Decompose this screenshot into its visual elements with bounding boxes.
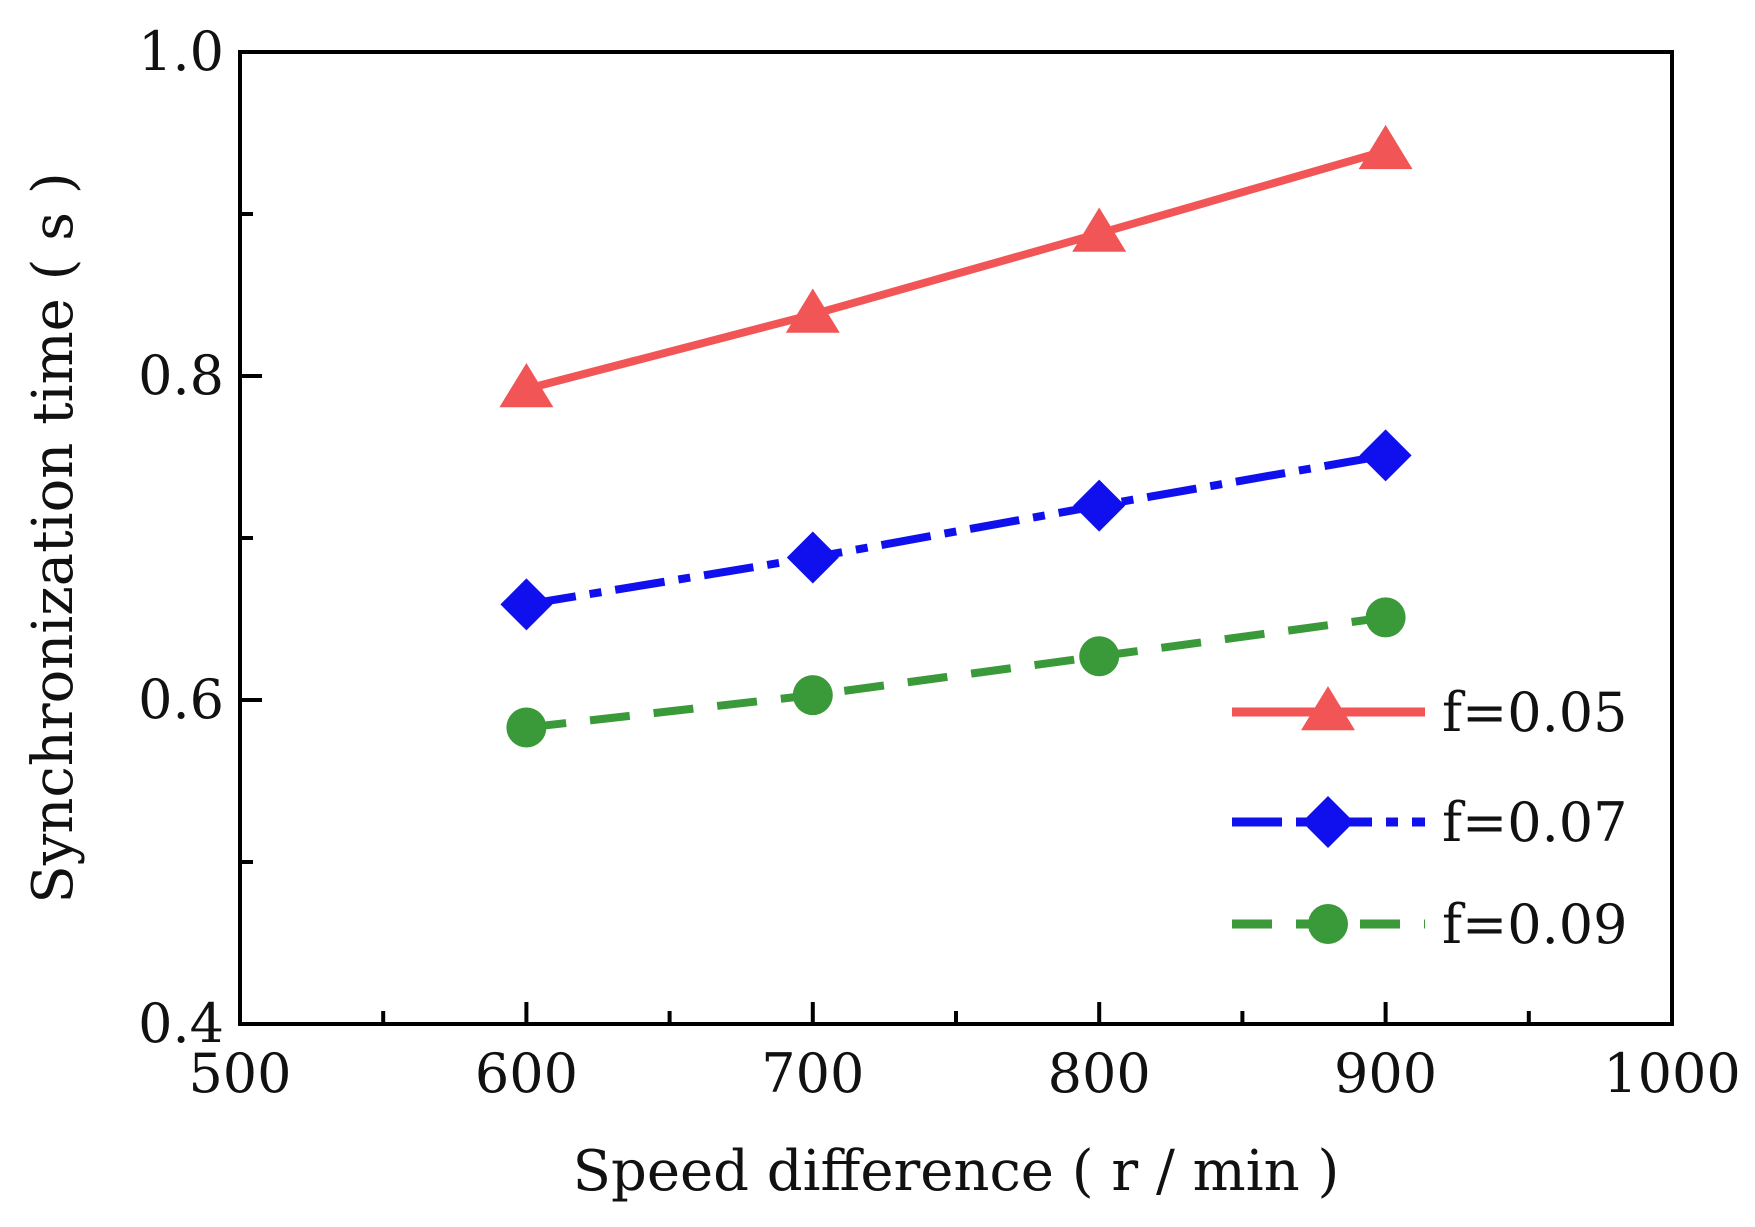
series-layer (499, 124, 1413, 748)
legend-entry-f005: f=0.05 (1232, 681, 1627, 744)
series-f009 (506, 597, 1406, 748)
data-point (506, 707, 547, 748)
legend-label-f009: f=0.09 (1442, 893, 1627, 956)
data-point (1079, 636, 1120, 677)
legend-label-f007: f=0.07 (1442, 791, 1627, 854)
ticks-layer (238, 50, 1674, 1026)
y-tick-label: 0.4 (138, 992, 224, 1055)
legend: f=0.05 f=0.07 f=0.09 (1232, 681, 1627, 956)
legend-marker-shape (1308, 904, 1348, 944)
x-axis-title: Speed difference ( r / min ) (573, 1139, 1340, 1204)
legend-marker-shape (1301, 686, 1355, 731)
series-line (525, 613, 1387, 732)
legend-marker-f007 (1302, 796, 1354, 848)
legend-marker-f009 (1308, 904, 1348, 944)
legend-marker-f005 (1301, 686, 1355, 731)
series-f005 (499, 124, 1413, 408)
y-tick-label: 0.6 (138, 668, 224, 731)
x-tick-label: 600 (475, 1042, 578, 1105)
data-point (1358, 124, 1413, 170)
tick-labels-layer: 500 600 700 800 900 1000 0.4 0.6 0.8 1.0 (138, 20, 1741, 1105)
y-tick-label: 1.0 (138, 20, 224, 83)
series-f007 (500, 429, 1412, 631)
data-point (1072, 207, 1127, 252)
series-line (525, 146, 1387, 393)
data-point (792, 675, 833, 716)
data-point (1073, 479, 1126, 532)
legend-entry-f007: f=0.07 (1232, 791, 1627, 854)
data-point (500, 578, 553, 631)
x-tick-label: 500 (188, 1042, 291, 1105)
data-point (785, 288, 840, 333)
x-tick-label: 1000 (1603, 1042, 1740, 1105)
series-line (525, 451, 1387, 609)
data-point (786, 531, 839, 584)
data-point (499, 363, 554, 408)
x-tick-label: 800 (1048, 1042, 1151, 1105)
x-tick-label: 700 (761, 1042, 864, 1105)
y-tick-label: 0.8 (138, 344, 224, 407)
data-point (1365, 597, 1406, 638)
x-tick-label: 900 (1334, 1042, 1437, 1105)
plot-frame (238, 50, 1674, 1026)
legend-label-f005: f=0.05 (1442, 681, 1627, 744)
legend-marker-shape (1302, 796, 1354, 848)
legend-entry-f009: f=0.09 (1232, 893, 1627, 956)
y-axis-title: Synchronization time ( s ) (21, 172, 86, 903)
data-point (1359, 429, 1412, 482)
